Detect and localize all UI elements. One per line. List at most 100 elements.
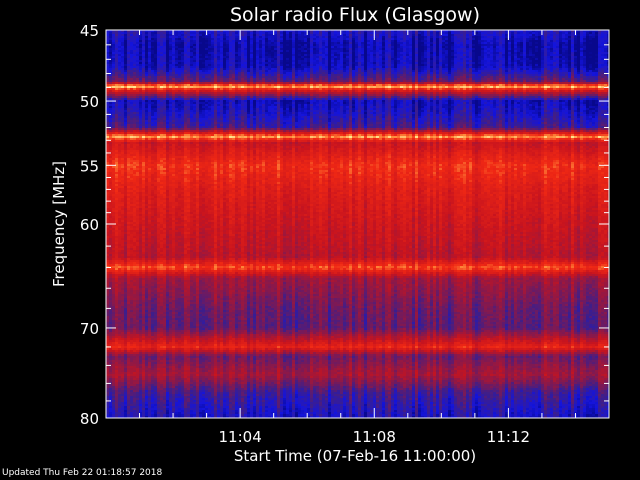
heatmap-cell: [493, 44, 496, 46]
heatmap-cell: [304, 38, 307, 40]
heatmap-cell: [130, 32, 133, 34]
heatmap-cell: [601, 32, 604, 34]
heatmap-cell: [115, 48, 118, 50]
heatmap-cell: [541, 46, 544, 48]
heatmap-cell: [403, 34, 406, 36]
heatmap-cell: [298, 46, 301, 48]
heatmap-cell: [175, 48, 178, 50]
heatmap-cell: [115, 42, 118, 44]
heatmap-cell: [286, 42, 289, 44]
heatmap-cell: [562, 36, 565, 38]
heatmap-cell: [400, 34, 403, 36]
heatmap-cell: [262, 46, 265, 48]
heatmap-cell: [487, 44, 490, 46]
heatmap-cell: [223, 44, 226, 46]
heatmap-cell: [466, 38, 469, 40]
heatmap-cell: [142, 34, 145, 36]
heatmap-cell: [466, 34, 469, 36]
heatmap-cell: [457, 46, 460, 48]
heatmap-cell: [409, 34, 412, 36]
heatmap-cell: [292, 38, 295, 40]
heatmap-cell: [505, 36, 508, 38]
heatmap-cell: [427, 36, 430, 38]
heatmap-cell: [253, 46, 256, 48]
heatmap-cell: [169, 34, 172, 36]
heatmap-cell: [595, 44, 598, 46]
heatmap-cell: [250, 32, 253, 34]
heatmap-cell: [523, 32, 526, 34]
heatmap-cell: [457, 44, 460, 46]
heatmap-cell: [175, 42, 178, 44]
heatmap-cell: [409, 42, 412, 44]
heatmap-cell: [553, 40, 556, 42]
heatmap-cell: [436, 40, 439, 42]
heatmap-cell: [355, 44, 358, 46]
heatmap-cell: [367, 44, 370, 46]
heatmap-cell: [211, 38, 214, 40]
heatmap-cell: [547, 44, 550, 46]
heatmap-cell: [250, 38, 253, 40]
heatmap-cell: [412, 40, 415, 42]
heatmap-cell: [205, 36, 208, 38]
heatmap-cell: [220, 34, 223, 36]
heatmap-cell: [529, 40, 532, 42]
heatmap-cell: [226, 44, 229, 46]
heatmap-cell: [277, 46, 280, 48]
heatmap-cell: [127, 36, 130, 38]
heatmap-cell: [571, 38, 574, 40]
heatmap-cell: [172, 36, 175, 38]
heatmap-cell: [280, 42, 283, 44]
heatmap-cell: [505, 40, 508, 42]
heatmap-cell: [280, 36, 283, 38]
heatmap-cell: [358, 36, 361, 38]
heatmap-cell: [121, 44, 124, 46]
heatmap-cell: [421, 36, 424, 38]
heatmap-cell: [397, 34, 400, 36]
heatmap-cell: [178, 46, 181, 48]
heatmap-cell: [463, 38, 466, 40]
heatmap-cell: [421, 38, 424, 40]
heatmap-cell: [595, 40, 598, 42]
heatmap-cell: [343, 46, 346, 48]
heatmap-cell: [133, 44, 136, 46]
heatmap-cell: [559, 46, 562, 48]
heatmap-cell: [430, 42, 433, 44]
heatmap-cell: [589, 46, 592, 48]
heatmap-cell: [439, 36, 442, 38]
heatmap-cell: [322, 40, 325, 42]
heatmap-cell: [334, 34, 337, 36]
heatmap-cell: [286, 38, 289, 40]
heatmap-cell: [157, 36, 160, 38]
heatmap-cell: [151, 40, 154, 42]
heatmap-cell: [145, 34, 148, 36]
heatmap-cell: [424, 46, 427, 48]
heatmap-cell: [496, 38, 499, 40]
heatmap-cell: [580, 38, 583, 40]
heatmap-cell: [217, 44, 220, 46]
heatmap-cell: [523, 34, 526, 36]
heatmap-cell: [406, 38, 409, 40]
heatmap-cell: [289, 36, 292, 38]
heatmap-cell: [130, 44, 133, 46]
heatmap-cell: [208, 38, 211, 40]
heatmap-cell: [379, 42, 382, 44]
heatmap-cell: [142, 42, 145, 44]
heatmap-cell: [169, 36, 172, 38]
heatmap-cell: [298, 36, 301, 38]
heatmap-cell: [325, 40, 328, 42]
heatmap-cell: [127, 48, 130, 50]
heatmap-cell: [424, 44, 427, 46]
heatmap-cell: [481, 44, 484, 46]
heatmap-cell: [391, 34, 394, 36]
heatmap-cell: [379, 46, 382, 48]
heatmap-cell: [574, 42, 577, 44]
heatmap-cell: [181, 38, 184, 40]
heatmap-cell: [256, 40, 259, 42]
heatmap-cell: [232, 34, 235, 36]
heatmap-cell: [337, 42, 340, 44]
heatmap-cell: [208, 44, 211, 46]
heatmap-cell: [355, 34, 358, 36]
heatmap-cell: [577, 44, 580, 46]
heatmap-cell: [589, 42, 592, 44]
heatmap-cell: [145, 42, 148, 44]
